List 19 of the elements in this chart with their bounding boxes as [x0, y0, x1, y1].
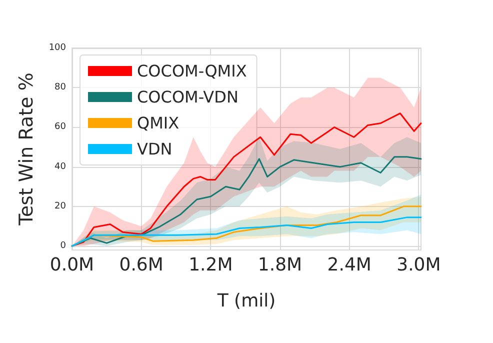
y-tick-label: 20 [54, 201, 66, 212]
legend-label: QMIX [137, 114, 180, 132]
x-tick-label: 2.4M [327, 254, 372, 276]
x-tick-label: 3.0M [396, 254, 441, 276]
x-axis-title: T (mil) [216, 290, 276, 312]
legend-label: VDN [137, 140, 172, 158]
y-tick-label: 100 [48, 43, 66, 53]
x-tick-label: 1.8M [258, 254, 302, 276]
y-tick-label: 80 [54, 82, 66, 93]
y-axis-title: Test Win Rate % [16, 72, 38, 226]
y-tick-label: 60 [54, 122, 66, 132]
x-tick-label: 0.6M [119, 254, 164, 276]
legend-label: COCOM-VDN [137, 88, 238, 106]
x-tick-label: 1.2M [188, 254, 233, 276]
y-tick-label: 40 [54, 162, 66, 172]
x-tick-label: 0.0M [50, 254, 94, 276]
legend-label: COCOM-QMIX [137, 62, 247, 80]
y-tick-label: 0 [60, 241, 66, 252]
line-series [71, 216, 422, 247]
